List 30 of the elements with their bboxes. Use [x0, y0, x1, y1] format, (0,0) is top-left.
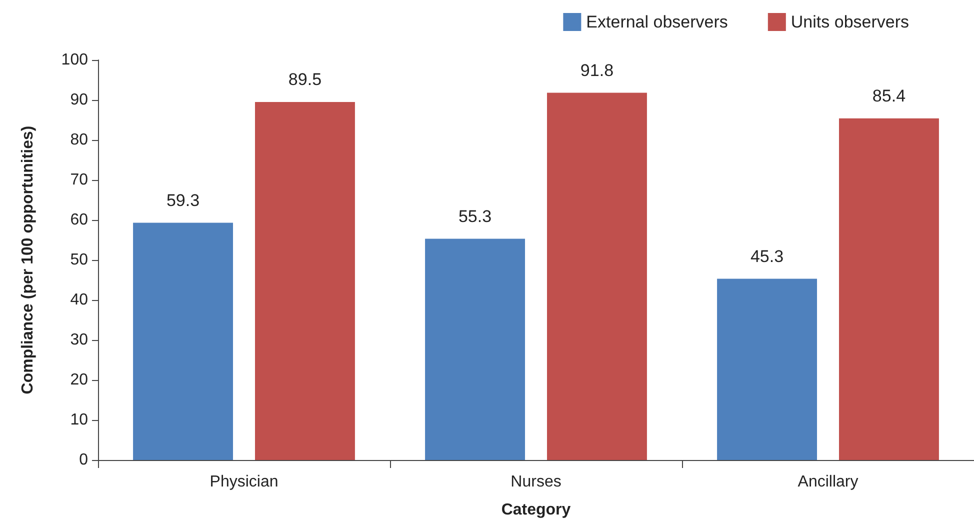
bar — [838, 118, 939, 460]
bar — [425, 238, 526, 460]
data-label: 91.8 — [580, 60, 614, 80]
x-tick-label: Ancillary — [798, 474, 858, 490]
y-tick-label: 90 — [70, 92, 88, 108]
y-tick-label: 40 — [70, 292, 88, 308]
y-tick-label: 70 — [70, 172, 88, 188]
y-tick-label: 0 — [79, 452, 88, 468]
legend-label: External observers — [586, 12, 728, 32]
y-tick-label: 100 — [61, 52, 88, 68]
y-tick-label: 30 — [70, 332, 88, 348]
data-label: 45.3 — [750, 246, 784, 266]
bar — [546, 92, 647, 460]
x-axis-title: Category — [501, 502, 571, 518]
bar — [133, 222, 234, 460]
y-tick-label: 10 — [70, 412, 88, 428]
y-tick-label: 60 — [70, 212, 88, 228]
x-tick-label: Physician — [210, 474, 278, 490]
data-label: 59.3 — [166, 190, 200, 210]
x-tick-label: Nurses — [510, 474, 562, 490]
legend-label: Units observers — [790, 12, 910, 32]
y-tick-label: 50 — [70, 252, 88, 268]
data-label: 55.3 — [458, 206, 492, 226]
bar — [717, 278, 818, 460]
data-label: 89.5 — [288, 70, 322, 89]
bar — [254, 102, 355, 460]
y-axis-title: Compliance (per 100 opportunities) — [20, 126, 36, 394]
y-tick-label: 80 — [70, 132, 88, 148]
y-tick-label: 20 — [70, 372, 88, 388]
data-label: 85.4 — [872, 86, 906, 106]
